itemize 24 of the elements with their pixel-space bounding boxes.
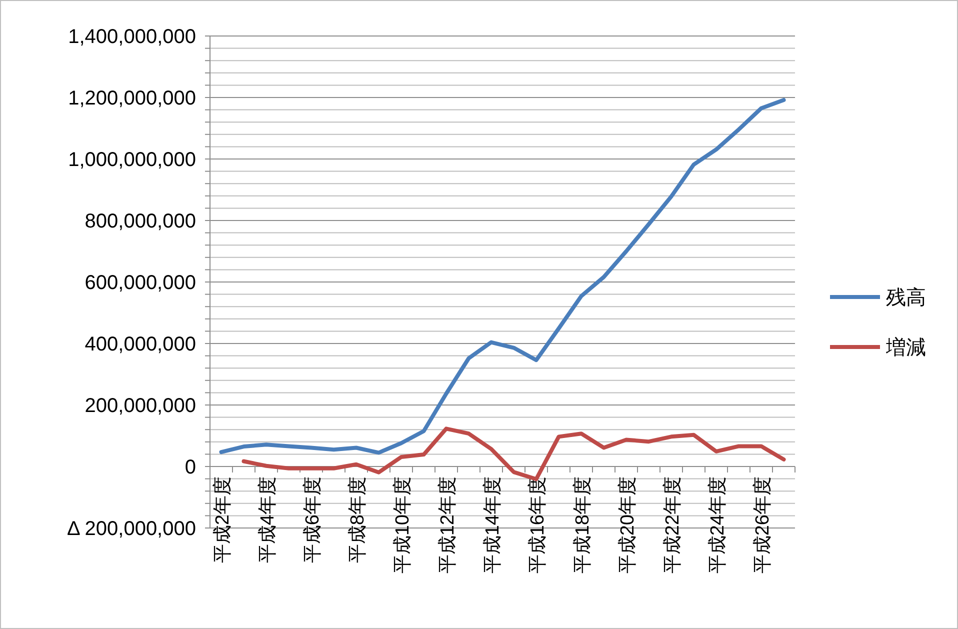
x-tick-label: 平成26年度 <box>751 476 774 574</box>
x-tick-label: 平成8年度 <box>346 476 368 564</box>
y-tick-label: 1,000,000,000 <box>68 149 196 171</box>
x-tick-label: 平成22年度 <box>661 476 684 574</box>
legend-label: 残高 <box>886 286 926 309</box>
y-tick-label: 600,000,000 <box>84 272 196 294</box>
x-tick-label: 平成4年度 <box>256 476 278 564</box>
x-tick-label: 平成10年度 <box>391 476 414 574</box>
y-tick-label: Δ 200,000,000 <box>66 518 196 540</box>
y-tick-label: 0 <box>184 456 196 478</box>
y-tick-label: 800,000,000 <box>84 210 196 232</box>
y-tick-label: 1,200,000,000 <box>68 88 196 110</box>
y-tick-label: 400,000,000 <box>84 334 196 356</box>
x-tick-label: 平成6年度 <box>301 476 324 564</box>
y-tick-label: 200,000,000 <box>84 395 196 417</box>
x-tick-label: 平成16年度 <box>526 476 548 574</box>
x-tick-label: 平成14年度 <box>481 476 504 574</box>
x-tick-label: 平成20年度 <box>616 476 638 574</box>
y-tick-label: 1,400,000,000 <box>68 26 196 48</box>
x-tick-label: 平成2年度 <box>211 476 234 564</box>
x-tick-label: 平成24年度 <box>706 476 728 574</box>
legend-label: 増減 <box>885 336 926 359</box>
x-tick-label: 平成18年度 <box>571 476 594 574</box>
x-tick-label: 平成12年度 <box>436 476 458 574</box>
